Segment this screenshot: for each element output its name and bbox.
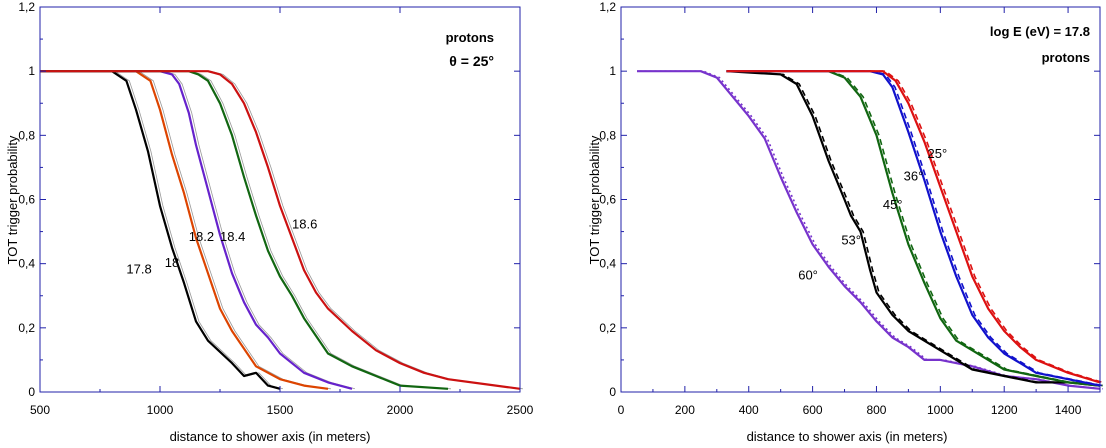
left-plot-area: 17.8 18 18.2 18.4 18.6 xyxy=(40,70,523,390)
right-y-tick-label: 0,4 xyxy=(599,257,616,271)
left-x-tick-label: 1000 xyxy=(147,403,174,417)
series-line-17.8 xyxy=(40,70,281,390)
series-line-45° xyxy=(726,70,1101,387)
series-dashed-line-45° xyxy=(728,70,1103,387)
series-line-60° xyxy=(637,70,1101,390)
left-x-tick-label: 2500 xyxy=(507,403,534,417)
series-label-18.4: 18.4 xyxy=(220,229,245,244)
right-y-axis-label: TOT trigger probability xyxy=(587,135,602,264)
left-x-tick-label: 1500 xyxy=(267,403,294,417)
right-x-tick-label: 400 xyxy=(739,403,759,417)
series-fit-line-18.6 xyxy=(42,70,523,390)
series-fit-line-18.2 xyxy=(42,70,356,390)
right-x-tick-label: 600 xyxy=(803,403,823,417)
right-x-tick-label: 800 xyxy=(866,403,886,417)
series-line-53° xyxy=(726,70,1101,387)
series-label-45°: 45° xyxy=(883,197,903,212)
right-y-tick-label: 1 xyxy=(609,64,616,78)
left-plot-frame xyxy=(39,6,521,393)
left-y-tick-label: 0,8 xyxy=(18,128,35,142)
left-chart: 17.8 18 18.2 18.4 18.6 500 1000 1500 2000 2500 0 0… xyxy=(5,0,534,444)
right-plot-frame xyxy=(620,6,1101,393)
left-y-tick-label: 0,6 xyxy=(18,193,35,207)
series-line-18.2 xyxy=(40,70,353,390)
series-fit-line-18 xyxy=(42,70,331,390)
left-annotation-particle: protons xyxy=(446,30,494,45)
right-x-tick-label: 0 xyxy=(618,403,625,417)
right-x-tick-label: 1200 xyxy=(991,403,1018,417)
left-y-tick-label: 0,2 xyxy=(18,321,35,335)
right-annotation-energy: log E (eV) = 17.8 xyxy=(990,24,1090,39)
right-y-tick-label: 0,2 xyxy=(599,321,616,335)
series-line-18.4 xyxy=(40,70,449,390)
series-line-25° xyxy=(726,70,1101,384)
right-x-tick-label: 1000 xyxy=(927,403,954,417)
series-label-18: 18 xyxy=(165,255,179,270)
left-y-tick-label: 1,2 xyxy=(18,0,35,14)
series-dashed-line-36° xyxy=(728,70,1103,387)
left-x-tick-label: 2000 xyxy=(387,403,414,417)
series-fit-line-18.4 xyxy=(42,70,451,390)
right-y-tick-label: 1,2 xyxy=(599,0,616,14)
series-label-60°: 60° xyxy=(798,268,818,283)
right-y-tick-label: 0 xyxy=(609,385,616,399)
series-label-17.8: 17.8 xyxy=(126,261,151,276)
series-line-18.6 xyxy=(40,70,521,390)
right-x-axis-label: distance to shower axis (in meters) xyxy=(747,429,948,444)
right-axis-ticks: 0 200 400 600 800 1000 1200 1400 0 0,2 0,4 0,6 0,8 1 1… xyxy=(599,0,1100,417)
series-line-36° xyxy=(726,70,1101,387)
right-chart: 60° 53° 45°36° 25° 0 200 400 600 800 1000 1200 140… xyxy=(587,0,1103,444)
right-x-tick-label: 200 xyxy=(675,403,695,417)
left-axis-ticks: 500 1000 1500 2000 2500 0 0,2 0,4 0,6 0,8 1 1,2 xyxy=(18,0,533,417)
left-x-axis-label: distance to shower axis (in meters) xyxy=(170,429,371,444)
series-label-36°: 36° xyxy=(904,168,924,183)
left-annotation-angle: θ = 25° xyxy=(449,53,494,69)
series-label-25°: 25° xyxy=(928,146,948,161)
series-label-53°: 53° xyxy=(841,232,861,247)
left-y-tick-label: 1 xyxy=(28,64,35,78)
left-y-tick-label: 0,4 xyxy=(18,257,35,271)
series-label-18.6: 18.6 xyxy=(292,216,317,231)
right-x-tick-label: 1400 xyxy=(1055,403,1082,417)
right-plot-area: 60° 53° 45°36° 25° xyxy=(637,70,1103,390)
right-annotation-particle: protons xyxy=(1042,50,1090,65)
left-y-tick-label: 0 xyxy=(28,385,35,399)
series-dashed-line-60° xyxy=(639,70,1103,390)
left-y-axis-label: TOT trigger probability xyxy=(5,135,20,264)
right-y-tick-label: 0,6 xyxy=(599,193,616,207)
left-x-tick-label: 500 xyxy=(30,403,50,417)
series-label-18.2: 18.2 xyxy=(189,229,214,244)
series-line-18 xyxy=(40,70,329,390)
right-y-tick-label: 0,8 xyxy=(599,128,616,142)
